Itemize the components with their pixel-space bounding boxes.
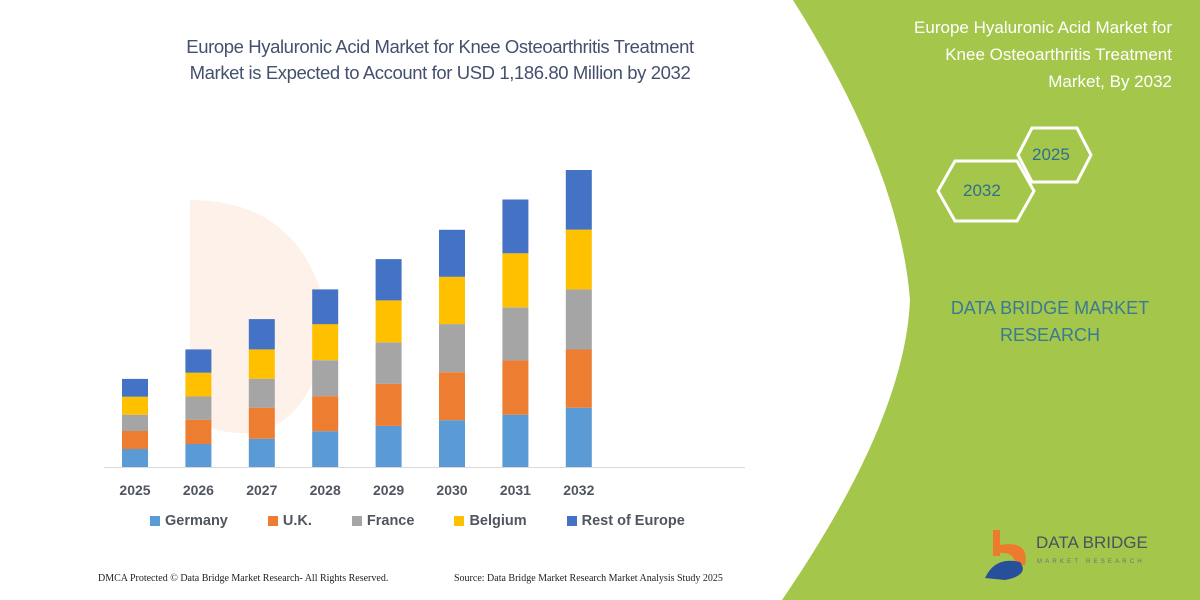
legend-item: U.K.: [267, 513, 312, 529]
hexagon-2032: [936, 159, 1036, 223]
green-panel: [782, 0, 1200, 600]
bar-segment-germany-2031: [502, 414, 529, 467]
bar-segment-rest-of-europe-2032: [565, 170, 592, 230]
x-tick-label: 2032: [563, 482, 594, 498]
legend-item: Rest of Europe: [566, 513, 685, 529]
brand-line: DATA BRIDGE MARKET: [950, 298, 1150, 318]
legend-swatch: [454, 516, 465, 526]
bar-segment-france-2029: [375, 342, 402, 384]
bar-segment-rest-of-europe-2030: [439, 229, 465, 277]
legend-label: Rest of Europe: [581, 513, 685, 529]
bar-segment-u-k--2030: [439, 372, 465, 421]
bar-segment-belgium-2027: [248, 349, 275, 379]
x-tick-label: 2027: [246, 482, 277, 498]
bar-segment-u-k--2027: [248, 407, 275, 439]
bar-segment-germany-2027: [248, 438, 275, 467]
bar-segment-germany-2030: [439, 420, 465, 467]
bar-segment-germany-2032: [565, 407, 592, 467]
bar-segment-rest-of-europe-2027: [248, 319, 275, 350]
stacked-bar-chart: 2025 2026 2027 2028 2029 2030 2031 2032: [104, 170, 745, 498]
bar-segment-germany-2025: [122, 449, 148, 467]
copyright-text: DMCA Protected © Data Bridge Market Rese…: [98, 573, 389, 584]
hexagon-2025: [1016, 126, 1093, 184]
x-tick-label: 2030: [436, 482, 467, 498]
bar-segment-rest-of-europe-2026: [185, 349, 212, 373]
bar-segment-germany-2028: [312, 431, 339, 467]
data-bridge-logo-icon: [985, 530, 1026, 580]
bar-segment-u-k--2031: [502, 360, 529, 415]
bar-segment-rest-of-europe-2028: [312, 289, 339, 325]
bar-segment-u-k--2026: [185, 419, 212, 444]
bar-segment-belgium-2025: [122, 396, 148, 415]
bar-segment-belgium-2028: [312, 324, 339, 361]
side-panel-title: Europe Hyaluronic Acid Market for Knee O…: [842, 14, 1172, 95]
legend-item: Germany: [150, 513, 228, 529]
bar-segment-france-2032: [565, 289, 592, 350]
bar-segment-belgium-2031: [502, 253, 529, 308]
bar-segment-france-2026: [185, 396, 212, 420]
brand-text: DATA BRIDGE MARKET RESEARCH: [930, 295, 1170, 349]
x-tick-label: 2029: [373, 482, 404, 498]
legend-item: Belgium: [454, 513, 527, 529]
legend-label: Belgium: [469, 513, 527, 529]
watermark-logo: [190, 150, 330, 434]
side-title-line: Market, By 2032: [1048, 72, 1172, 91]
x-tick-label: 2025: [119, 482, 150, 498]
bar-segment-france-2028: [312, 360, 339, 397]
x-tick-label: 2028: [310, 482, 341, 498]
legend-swatch: [150, 516, 160, 526]
chart-legend: Germany U.K. France Belgium Rest of Europe: [150, 513, 725, 529]
logo-name: DATA BRIDGE: [1036, 533, 1148, 552]
bar-segment-belgium-2030: [439, 276, 465, 325]
bar-segment-rest-of-europe-2031: [502, 199, 529, 254]
hex-year-2025: 2025: [1032, 145, 1070, 164]
legend-item: France: [351, 513, 415, 529]
legend-label: U.K.: [282, 513, 312, 529]
bar-segment-rest-of-europe-2029: [375, 259, 402, 301]
legend-swatch: [267, 516, 278, 526]
x-tick-label: 2026: [183, 482, 214, 498]
bar-segment-france-2031: [502, 307, 529, 361]
bar-segment-u-k--2028: [312, 396, 339, 432]
title-line: Europe Hyaluronic Acid Market for Knee O…: [186, 36, 694, 57]
bar-segment-rest-of-europe-2025: [122, 378, 148, 397]
bar-segment-u-k--2029: [375, 383, 402, 426]
bar-segment-germany-2029: [375, 426, 402, 467]
legend-swatch: [566, 516, 577, 526]
legend-label: France: [366, 513, 415, 529]
brand-line: RESEARCH: [999, 325, 1101, 345]
bar-segment-france-2027: [248, 378, 275, 408]
hex-year-2032: 2032: [963, 181, 1001, 200]
legend-swatch: [351, 516, 362, 526]
x-tick-label: 2031: [500, 482, 531, 498]
chart-title: Europe Hyaluronic Acid Market for Knee O…: [120, 34, 760, 86]
bar-segment-belgium-2029: [375, 300, 402, 343]
bar-segment-u-k--2025: [122, 431, 148, 449]
bar-segment-belgium-2026: [185, 372, 212, 397]
side-title-line: Europe Hyaluronic Acid Market for: [914, 18, 1172, 37]
legend-label: Germany: [165, 513, 228, 529]
side-title-line: Knee Osteoarthritis Treatment: [945, 45, 1172, 64]
bar-segment-france-2025: [122, 414, 148, 431]
logo-subtitle: MARKET RESEARCH: [1037, 559, 1145, 565]
title-line: Market is Expected to Account for USD 1,…: [189, 62, 691, 83]
bar-segment-germany-2026: [185, 444, 212, 467]
bar-segment-belgium-2032: [565, 229, 592, 290]
bar-segment-france-2030: [439, 324, 465, 373]
source-text: Source: Data Bridge Market Research Mark…: [454, 573, 723, 584]
bar-segment-u-k--2032: [565, 349, 592, 408]
